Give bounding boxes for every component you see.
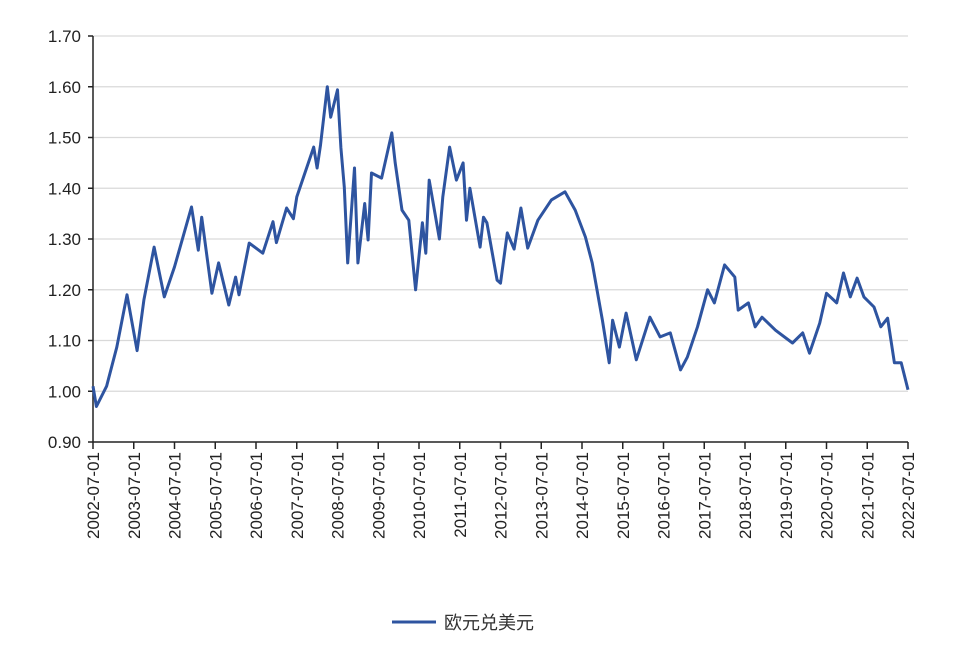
x-tick-label: 2011-07-01 — [451, 452, 470, 538]
x-tick-label: 2015-07-01 — [614, 452, 633, 539]
x-tick-label: 2010-07-01 — [410, 452, 429, 539]
x-tick-label: 2013-07-01 — [532, 452, 551, 539]
x-tick-label: 2006-07-01 — [247, 452, 266, 539]
x-tick-label: 2018-07-01 — [736, 452, 755, 539]
x-tick-label: 2002-07-01 — [84, 452, 103, 539]
y-tick-label: 0.90 — [48, 433, 81, 452]
x-tick-label: 2016-07-01 — [655, 452, 674, 539]
x-tick-label: 2004-07-01 — [166, 452, 185, 539]
gridlines — [93, 35, 908, 392]
y-axis-ticks: 0.90 1.00 1.10 1.20 1.30 1.40 1.50 1.60 1.70 — [48, 27, 93, 452]
x-tick-label: 2005-07-01 — [206, 452, 225, 539]
legend: 欧元兑美元 — [392, 613, 534, 633]
y-tick-label: 1.60 — [48, 78, 81, 97]
x-tick-label: 2021-07-01 — [858, 452, 877, 539]
y-tick-label: 1.10 — [48, 332, 81, 351]
x-tick-label: 2017-07-01 — [695, 452, 714, 539]
y-tick-label: 1.00 — [48, 382, 81, 401]
x-tick-label: 2020-07-01 — [818, 452, 837, 539]
x-tick-label: 2022-07-01 — [899, 452, 918, 539]
y-tick-label: 1.40 — [48, 179, 81, 198]
y-tick-label: 1.70 — [48, 27, 81, 46]
x-tick-label: 2009-07-01 — [369, 452, 388, 539]
x-tick-label: 2003-07-01 — [125, 452, 144, 539]
x-tick-label: 2019-07-01 — [777, 452, 796, 539]
x-tick-label: 2012-07-01 — [492, 452, 511, 539]
y-tick-label: 1.20 — [48, 281, 81, 300]
legend-label: 欧元兑美元 — [444, 613, 534, 633]
y-tick-label: 1.50 — [48, 129, 81, 148]
x-tick-label: 2014-07-01 — [573, 452, 592, 539]
x-tick-label: 2008-07-01 — [329, 452, 348, 539]
y-tick-label: 1.30 — [48, 230, 81, 249]
x-tick-label: 2007-07-01 — [288, 452, 307, 539]
x-axis-ticks: 2002-07-01 2003-07-01 2004-07-01 2005-07-01… — [84, 442, 918, 539]
series-line-eur-usd — [91, 85, 910, 408]
